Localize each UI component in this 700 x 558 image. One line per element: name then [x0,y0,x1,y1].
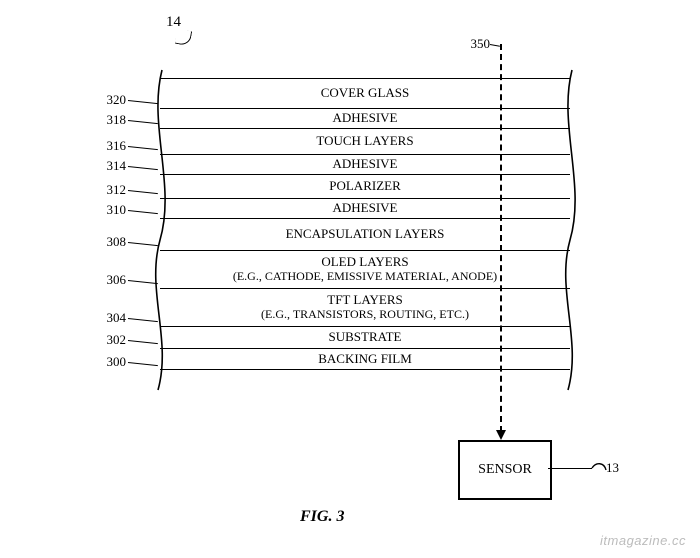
layer-text-308: ENCAPSULATION LAYERS [286,227,445,242]
ref-318: 318 [98,112,126,128]
layer-text-320: COVER GLASS [321,86,410,101]
layer-text-302: SUBSTRATE [329,330,402,345]
layer-314: ADHESIVE [160,154,570,174]
ref-350: 350 [460,36,490,52]
ref-304: 304 [98,310,126,326]
sensor-box: SENSOR [458,440,552,500]
layer-label: ADHESIVE [333,111,398,126]
layer-310: ADHESIVE [160,198,570,218]
light-path-arrowhead [496,430,506,440]
ref-308: 308 [98,234,126,250]
ref-13: 13 [606,460,626,476]
layer-316: TOUCH LAYERS [160,128,570,154]
ref-350-tick [490,44,500,47]
ref-306: 306 [98,272,126,288]
layer-text-310: ADHESIVE [333,201,398,216]
layer-label: POLARIZER [329,179,401,194]
layer-text-316: TOUCH LAYERS [316,134,413,149]
layer-320: COVER GLASS [160,78,570,108]
layer-306: OLED LAYERS(E.G., CATHODE, EMISSIVE MATE… [160,250,570,288]
layer-300: BACKING FILM [160,348,570,370]
layer-label: BACKING FILM [318,352,412,367]
layer-label: ADHESIVE [333,201,398,216]
left-wavy-edge [140,70,180,390]
ref-302: 302 [98,332,126,348]
figure-canvas: 14 350 COVER GLASS320ADHESIVE318TOUCH LA… [0,0,700,558]
layer-label: ADHESIVE [333,157,398,172]
layer-sublabel: (E.G., CATHODE, EMISSIVE MATERIAL, ANODE… [233,270,497,284]
layer-304: TFT LAYERS(E.G., TRANSISTORS, ROUTING, E… [160,288,570,326]
ref-316: 316 [98,138,126,154]
ref-14-hook [175,29,192,46]
layer-text-312: POLARIZER [329,179,401,194]
figure-label: FIG. 3 [300,508,344,526]
layer-label: COVER GLASS [321,86,410,101]
layer-312: POLARIZER [160,174,570,198]
layer-text-318: ADHESIVE [333,111,398,126]
layer-318: ADHESIVE [160,108,570,128]
ref-312: 312 [98,182,126,198]
sensor-label: SENSOR [478,462,532,478]
right-wavy-edge [558,70,598,390]
layer-302: SUBSTRATE [160,326,570,348]
ref-314: 314 [98,158,126,174]
layer-label: TFT LAYERS [261,293,469,308]
sensor-lead [548,468,592,469]
layer-text-314: ADHESIVE [333,157,398,172]
layer-label: ENCAPSULATION LAYERS [286,227,445,242]
layer-label: TOUCH LAYERS [316,134,413,149]
layer-label: OLED LAYERS [233,255,497,270]
watermark: itmagazine.cc [600,533,686,548]
ref-320: 320 [98,92,126,108]
ref-310: 310 [98,202,126,218]
ref-300: 300 [98,354,126,370]
layer-text-304: TFT LAYERS(E.G., TRANSISTORS, ROUTING, E… [261,293,469,322]
layer-label: SUBSTRATE [329,330,402,345]
layer-sublabel: (E.G., TRANSISTORS, ROUTING, ETC.) [261,308,469,322]
layer-text-306: OLED LAYERS(E.G., CATHODE, EMISSIVE MATE… [233,255,497,284]
layer-308: ENCAPSULATION LAYERS [160,218,570,250]
layer-text-300: BACKING FILM [318,352,412,367]
